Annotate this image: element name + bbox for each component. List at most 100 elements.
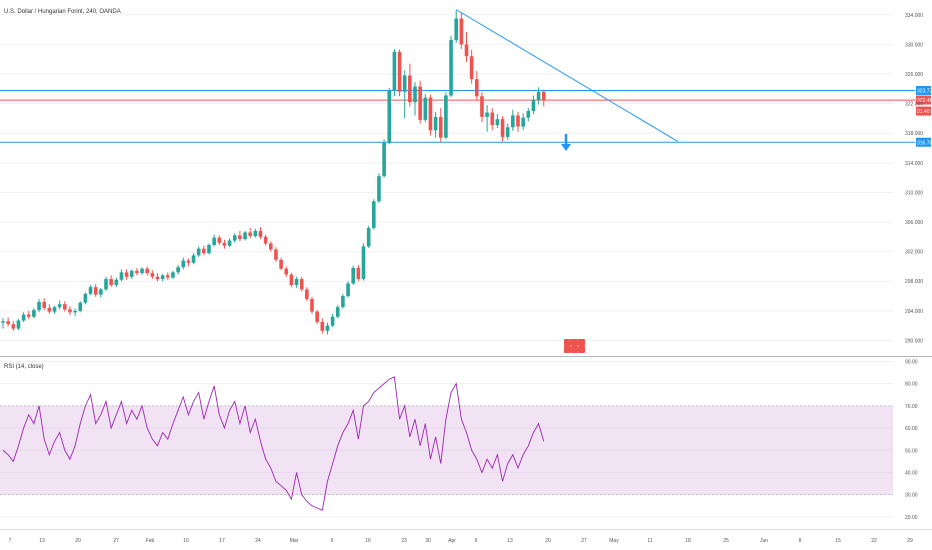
rsi-tick-label: 40.00 bbox=[905, 470, 918, 476]
event-marker-icon[interactable] bbox=[564, 339, 571, 346]
candle-body bbox=[263, 236, 268, 244]
candle-body bbox=[227, 240, 232, 246]
candle bbox=[93, 284, 98, 297]
candle-body bbox=[490, 112, 495, 126]
candle bbox=[433, 111, 438, 138]
time-tick-label: 24 bbox=[255, 538, 261, 544]
candle bbox=[356, 264, 361, 282]
candle-body bbox=[109, 279, 113, 285]
event-marker-icon[interactable] bbox=[571, 346, 578, 353]
candle bbox=[212, 234, 216, 247]
event-marker-icon[interactable] bbox=[564, 346, 571, 353]
rsi-axis[interactable]: 20.00 30.00 40.00 50.00 60.00 70.00 80.00 90.00 bbox=[905, 359, 918, 520]
candle bbox=[315, 310, 319, 325]
candle-body bbox=[408, 75, 412, 103]
candle bbox=[413, 82, 417, 116]
candle-body bbox=[202, 248, 206, 254]
price-tick-label: 294.000 bbox=[905, 309, 923, 315]
time-tick-label: 29 bbox=[907, 538, 913, 544]
candle-body bbox=[335, 307, 340, 317]
rsi-tick-label: 80.00 bbox=[905, 382, 918, 388]
candle-body bbox=[16, 320, 21, 329]
candle bbox=[47, 304, 52, 314]
candle bbox=[418, 80, 422, 124]
candle bbox=[63, 301, 67, 312]
price-axis[interactable]: 290.000 294.000 298.000 302.000 306.000 310.0… bbox=[905, 13, 923, 345]
candle-body bbox=[372, 201, 376, 228]
candle bbox=[397, 49, 402, 97]
candle-body bbox=[366, 227, 371, 247]
candle bbox=[140, 267, 144, 275]
level-badge bbox=[916, 85, 931, 95]
candle bbox=[382, 139, 386, 178]
trendline bbox=[455, 9, 678, 142]
candle bbox=[500, 116, 505, 142]
candle bbox=[16, 318, 21, 331]
event-marker-icon[interactable] bbox=[578, 346, 585, 353]
candle-body bbox=[500, 119, 505, 137]
candle-body bbox=[243, 232, 247, 240]
candle bbox=[196, 246, 201, 257]
candle bbox=[21, 312, 26, 322]
level-badge bbox=[916, 137, 931, 147]
price-tick-label: 330.000 bbox=[905, 42, 923, 48]
event-marker-icon[interactable] bbox=[571, 339, 578, 346]
candle-body bbox=[253, 230, 258, 237]
candle bbox=[88, 284, 93, 296]
candle bbox=[243, 230, 247, 241]
candle bbox=[202, 245, 206, 256]
price-tick-label: 318.000 bbox=[905, 131, 923, 137]
candle bbox=[155, 273, 160, 282]
candle bbox=[377, 173, 381, 203]
candle bbox=[289, 273, 294, 288]
time-tick-label: 13 bbox=[507, 538, 513, 544]
price-tick-label: 322.000 bbox=[905, 102, 923, 108]
price-tick-label: 310.000 bbox=[905, 190, 923, 196]
candle-body bbox=[454, 18, 458, 40]
candle-body bbox=[377, 176, 381, 202]
candle bbox=[73, 308, 77, 317]
candle bbox=[531, 95, 536, 114]
candle-body bbox=[418, 86, 422, 120]
candle bbox=[475, 71, 479, 101]
candle bbox=[248, 227, 252, 239]
candle-body bbox=[356, 267, 361, 280]
time-tick-label: 25 bbox=[723, 538, 729, 544]
rsi-band bbox=[0, 405, 893, 495]
candle-body bbox=[279, 259, 283, 269]
candle-body bbox=[485, 112, 489, 117]
candle bbox=[32, 307, 36, 319]
candle-body bbox=[346, 283, 350, 297]
candle bbox=[294, 276, 299, 288]
candle bbox=[366, 225, 371, 248]
candle-body bbox=[171, 272, 175, 278]
candle-body bbox=[11, 324, 16, 329]
rsi-tick-label: 90.00 bbox=[905, 359, 918, 365]
candle-body bbox=[521, 117, 525, 127]
candle bbox=[511, 109, 515, 132]
candle-body bbox=[444, 95, 448, 138]
candle bbox=[181, 257, 186, 270]
level-label: 316.780 bbox=[917, 140, 932, 146]
candle-body bbox=[176, 267, 180, 273]
candle-body bbox=[480, 96, 484, 117]
candle-body bbox=[325, 325, 330, 331]
event-marker-icon[interactable] bbox=[578, 339, 585, 346]
time-tick-label: Feb bbox=[146, 538, 155, 544]
candle bbox=[145, 266, 149, 276]
candle bbox=[428, 94, 433, 136]
candle-body bbox=[438, 116, 443, 138]
candle-body bbox=[315, 311, 319, 322]
candle bbox=[232, 233, 237, 243]
candle-body bbox=[6, 321, 10, 325]
candle bbox=[1, 318, 5, 329]
candle-body bbox=[341, 296, 345, 308]
time-tick-label: 8 bbox=[799, 538, 802, 544]
candle-body bbox=[531, 99, 536, 112]
candle bbox=[372, 199, 376, 230]
candle-body bbox=[124, 272, 129, 277]
candle-body bbox=[320, 321, 325, 331]
candles bbox=[1, 10, 546, 335]
candle bbox=[469, 49, 474, 84]
time-axis[interactable]: 7 13 20 27 Feb 10 17 24 Mar 9 16 23 30 Apr 6 13 20 27 May 1… bbox=[0, 529, 932, 545]
